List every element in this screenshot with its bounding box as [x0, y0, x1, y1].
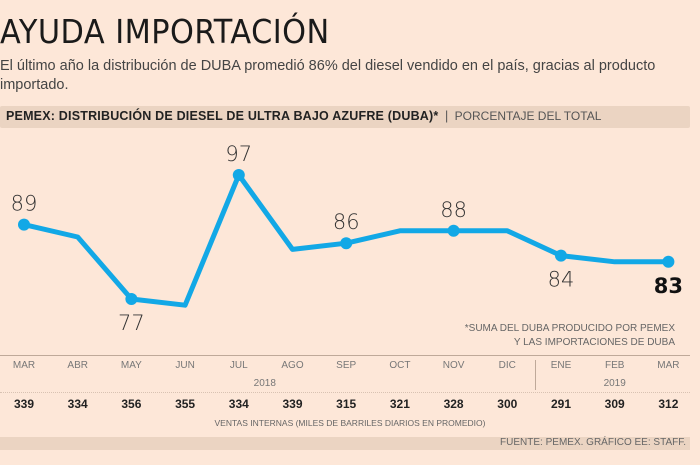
data-point: [555, 249, 567, 262]
data-label: 83: [654, 274, 683, 298]
x-tick-label: AGO: [281, 360, 304, 371]
data-point: [662, 255, 675, 268]
chart-title: PEMEX: DISTRIBUCIÓN DE DIESEL DE ULTRA B…: [6, 109, 439, 123]
subtitle: El último año la distribución de DUBA pr…: [0, 58, 656, 93]
x-tick-label: DIC: [498, 360, 516, 371]
data-label: 86: [333, 210, 360, 234]
sales-value: 291: [550, 397, 572, 411]
sales-value: 315: [336, 397, 357, 411]
page-title: AYUDA IMPORTACIÓN: [0, 12, 330, 51]
data-label: 97: [225, 142, 252, 166]
data-point: [18, 218, 30, 231]
x-tick-label: MAY: [120, 360, 142, 371]
sales-caption: VENTAS INTERNAS (MILES DE BARRILES DIARI…: [214, 418, 486, 428]
x-tick-label: JUL: [229, 360, 248, 371]
footnote-line-2: Y LAS IMPORTACIONES DE DUBA: [513, 337, 675, 348]
x-tick-label: SEP: [336, 360, 357, 371]
data-label: 84: [548, 268, 575, 292]
footnote: *SUMA DEL DUBA PRODUCIDO POR PEMEX Y LAS…: [465, 322, 675, 350]
sales-value: 334: [67, 397, 88, 411]
x-tick-label: FEB: [604, 360, 625, 371]
line-chart: 89 77 97 86 88 84 83: [11, 142, 683, 330]
sales-value: 312: [658, 397, 679, 411]
year-separator: [535, 360, 536, 390]
footnote-line-1: *SUMA DEL DUBA PRODUCIDO POR PEMEX: [464, 323, 675, 334]
data-point: [125, 293, 138, 305]
data-point: [340, 237, 353, 250]
source-band: [0, 437, 690, 450]
sales-value: 339: [282, 397, 303, 411]
sales-value: 355: [175, 397, 196, 411]
x-tick-label: OCT: [389, 360, 411, 371]
year-label: 2019: [603, 378, 626, 389]
x-tick-label: ENE: [550, 360, 572, 371]
data-point: [232, 169, 245, 181]
sales-value: 334: [228, 397, 249, 411]
x-tick-label: ABR: [67, 360, 88, 371]
data-label: 89: [11, 192, 38, 216]
x-tick-label: MAR: [657, 360, 680, 371]
chart-title-band: PEMEX: DISTRIBUCIÓN DE DIESEL DE ULTRA B…: [0, 106, 690, 128]
sales-value: 356: [121, 397, 142, 411]
x-tick-label: MAR: [12, 360, 36, 371]
title-separator: |: [444, 109, 449, 123]
sales-value: 339: [13, 397, 35, 411]
sales-value: 300: [497, 397, 518, 411]
source-credit: FUENTE: PEMEX. GRÁFICO EE: STAFF.: [500, 437, 686, 448]
unit-label: PORCENTAJE DEL TOTAL: [454, 109, 602, 123]
data-point: [447, 224, 460, 237]
sales-value: 309: [604, 397, 625, 411]
axis-rule: [0, 355, 690, 356]
data-label: 77: [118, 311, 145, 330]
sales-value: 328: [443, 397, 464, 411]
data-label: 88: [440, 198, 467, 222]
sales-divider: [0, 392, 690, 393]
x-tick-label: JUN: [175, 360, 195, 371]
x-tick-label: NOV: [442, 360, 465, 371]
year-label: 2018: [253, 378, 276, 389]
sales-value: 321: [389, 397, 410, 411]
